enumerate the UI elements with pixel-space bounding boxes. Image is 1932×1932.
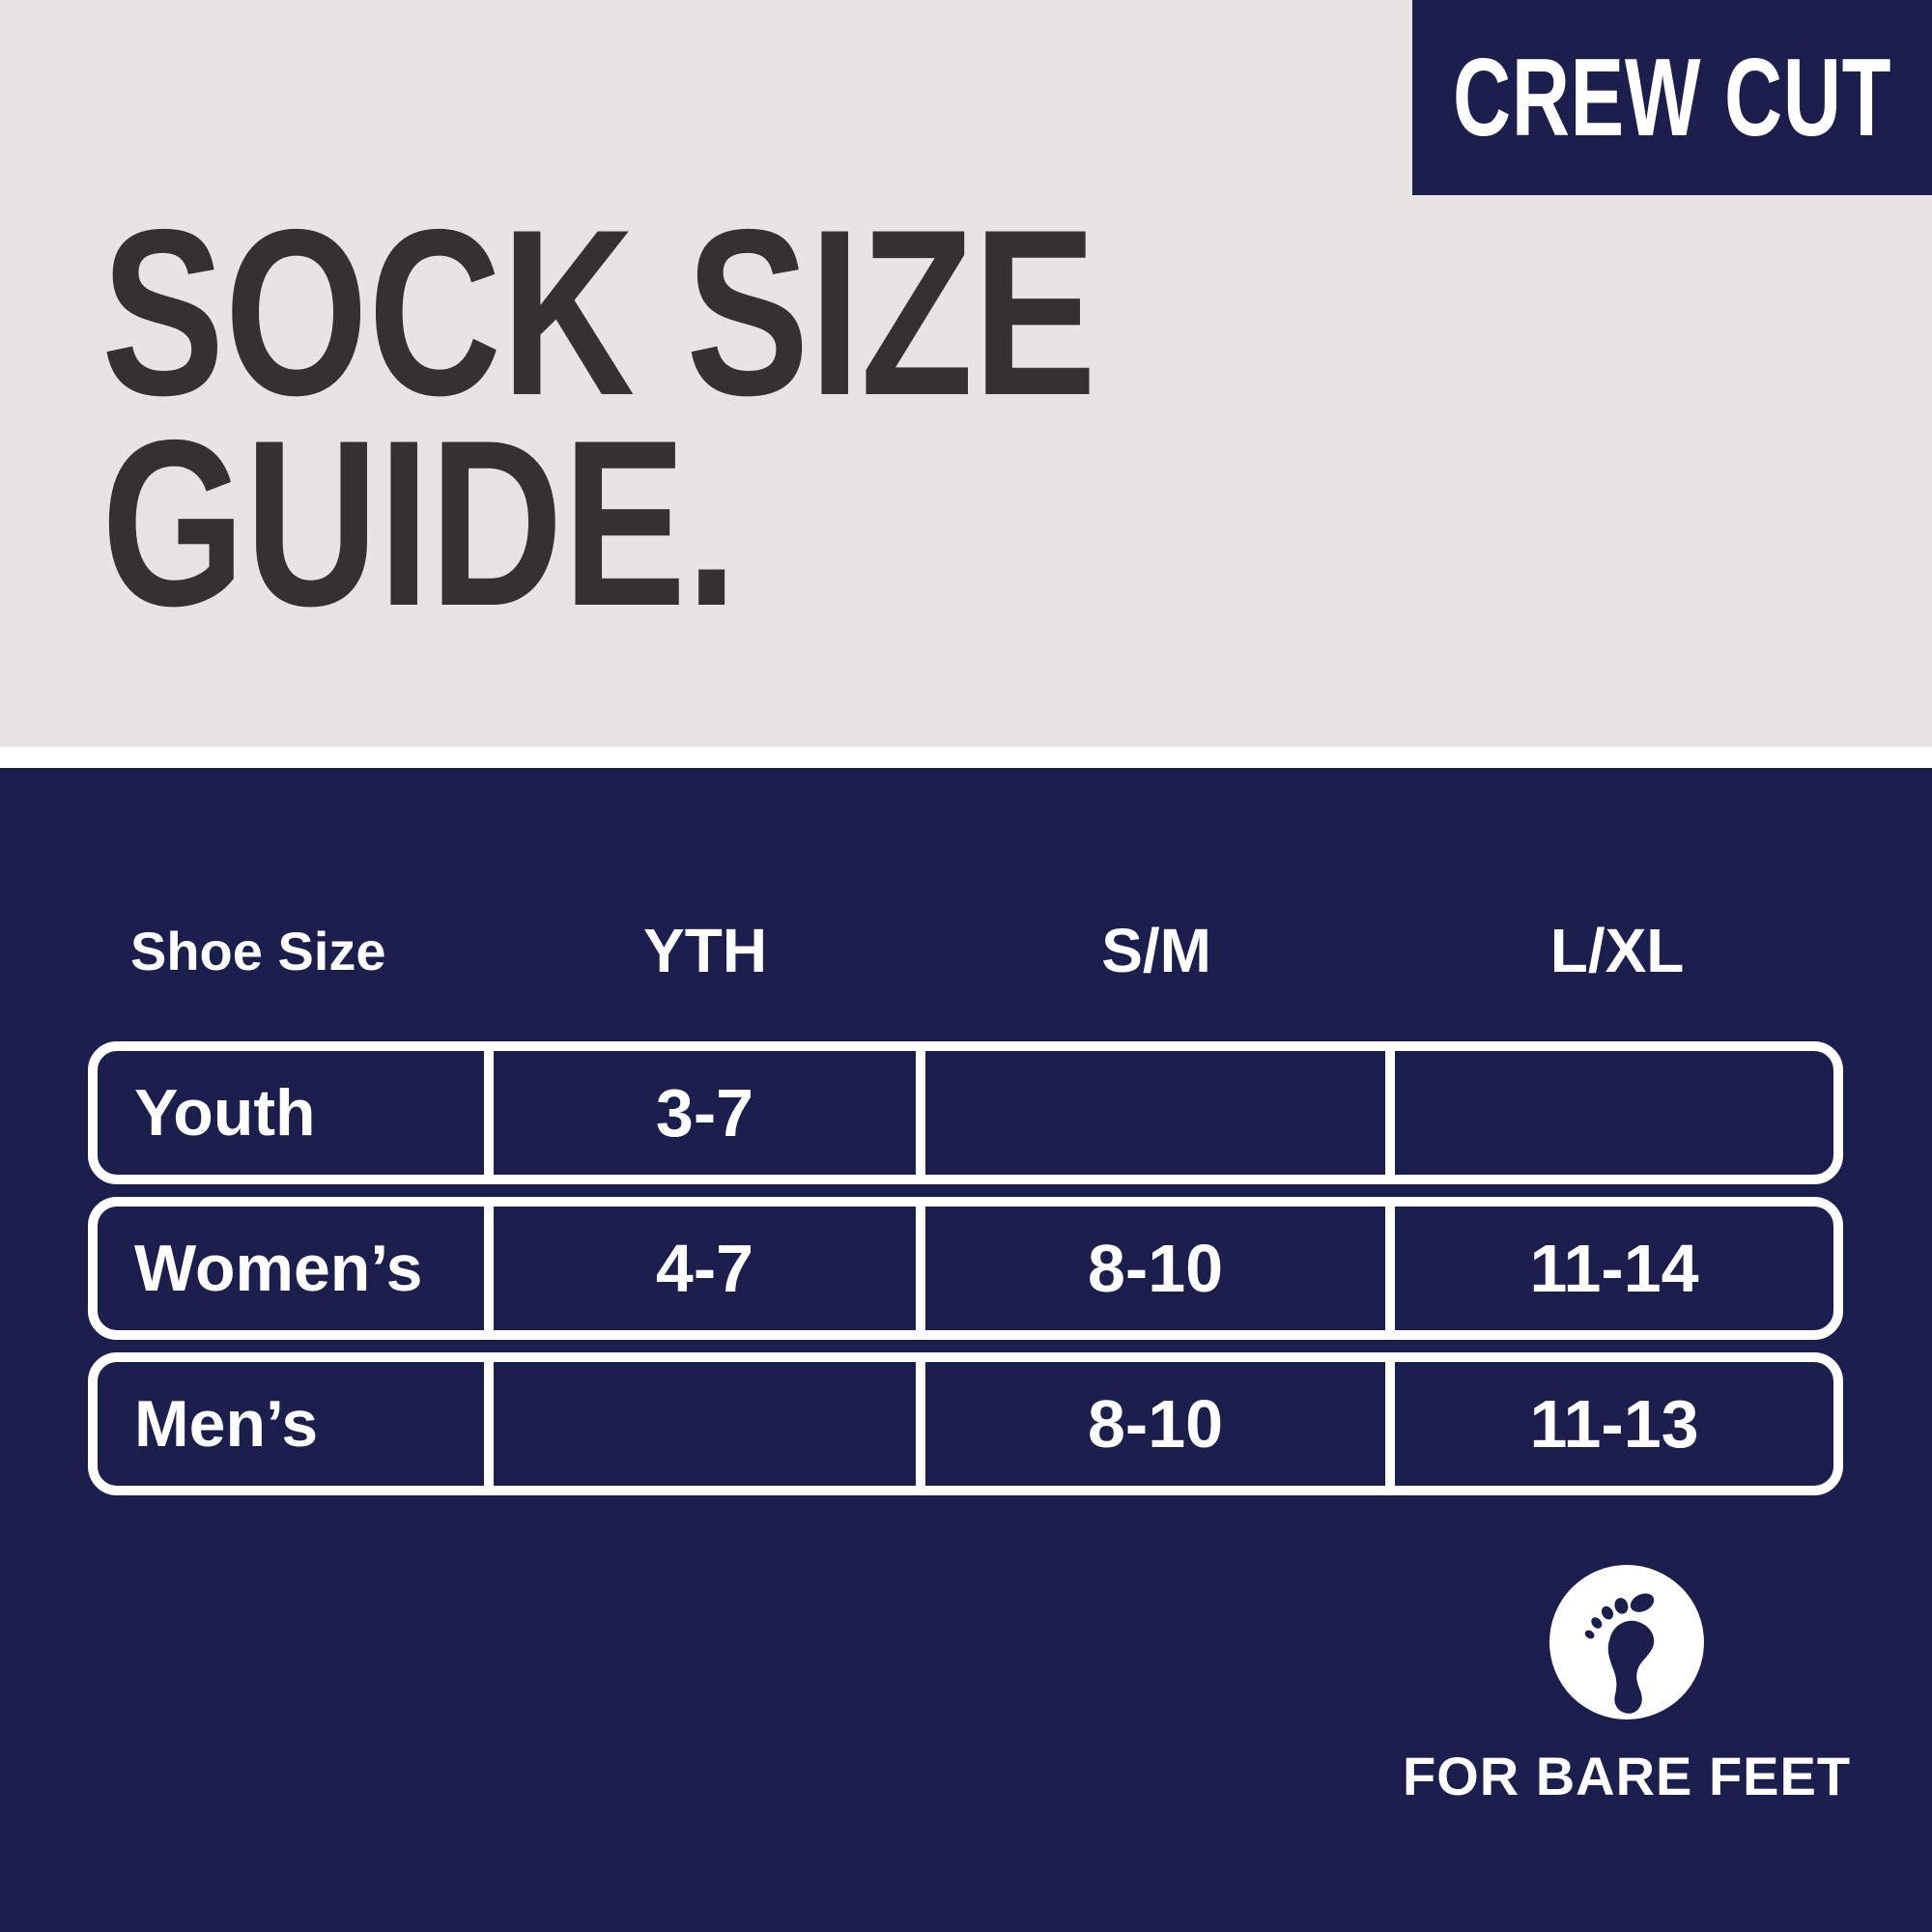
row-label: Women’s (98, 1207, 495, 1330)
size-table: Youth 3-7 Women’s 4-7 8-10 11-14 Men’s 8… (88, 1041, 1843, 1508)
table-row-mens: Men’s 8-10 11-13 (88, 1352, 1843, 1495)
header-shoe-size: Shoe Size (130, 920, 386, 981)
cell-sm: 8-10 (925, 1362, 1396, 1486)
cell-lxl: 11-14 (1529, 1231, 1699, 1306)
table-row-youth: Youth 3-7 (88, 1041, 1843, 1184)
page-title: SOCK SIZE GUIDE. (101, 180, 1096, 655)
brand-logo (1549, 1565, 1704, 1719)
table-row-womens: Women’s 4-7 8-10 11-14 (88, 1197, 1843, 1340)
cell-sm: 8-10 (925, 1207, 1396, 1330)
cell-sm (925, 1051, 1396, 1175)
row-label: Men’s (98, 1362, 495, 1486)
cell-yth: 3-7 (494, 1051, 925, 1175)
crew-cut-badge: CREW CUT (1412, 0, 1932, 195)
row-label: Youth (98, 1051, 495, 1175)
size-table-header: Shoe Size YTH S/M L/XL (88, 906, 1843, 995)
header-lxl: L/XL (1549, 916, 1685, 985)
badge-label: CREW CUT (1452, 36, 1892, 159)
page-title-line1: SOCK SIZE (101, 180, 1096, 444)
page-title-line2: GUIDE. (101, 390, 738, 655)
cell-lxl (1395, 1051, 1833, 1175)
header-yth: YTH (643, 916, 768, 985)
cell-yth: 4-7 (494, 1207, 925, 1330)
cell-yth (494, 1362, 925, 1486)
footprint-icon (1584, 1593, 1655, 1714)
brand-name: FOR BARE FEET (1402, 1746, 1852, 1806)
bottom-panel (0, 768, 1932, 1932)
cell-lxl: 11-13 (1529, 1386, 1699, 1462)
header-sm: S/M (1101, 916, 1211, 985)
